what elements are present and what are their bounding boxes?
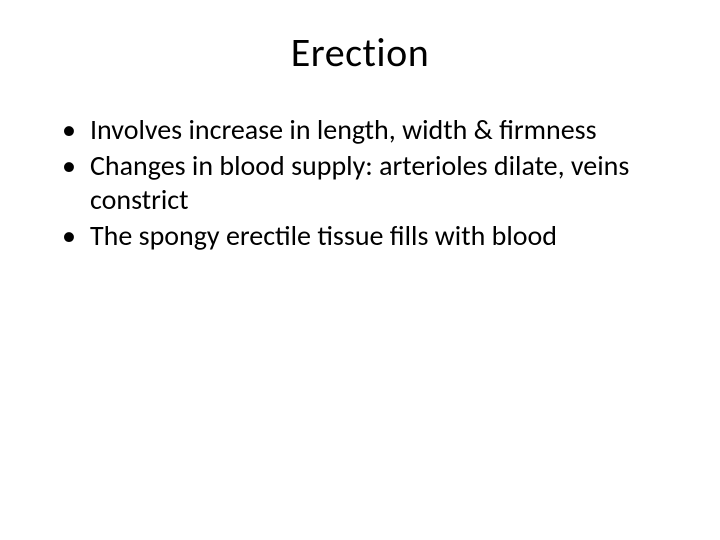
list-item: Involves increase in length, width & fir… (62, 113, 672, 147)
list-item: Changes in blood supply: arterioles dila… (62, 149, 672, 217)
slide-title: Erection (48, 28, 672, 77)
bullet-list: Involves increase in length, width & fir… (48, 113, 672, 254)
slide-container: Erection Involves increase in length, wi… (0, 0, 720, 540)
list-item: The spongy erectile tissue fills with bl… (62, 219, 672, 253)
